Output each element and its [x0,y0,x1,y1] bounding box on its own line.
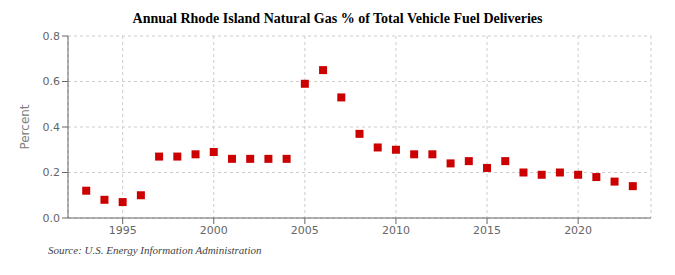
svg-text:0.2: 0.2 [43,166,61,179]
html-text:Annual Rhode Island Natural Ga: Annual Rhode Island Natural Gas % of Tot… [132,11,543,26]
svg-text:0.4: 0.4 [43,121,61,134]
svg-text:2005: 2005 [291,224,319,237]
html-text:Source: U.S. Energy Informatio: Source: U.S. Energy Information Administ… [48,244,262,256]
svg-text:0.8: 0.8 [43,30,61,43]
svg-text:Percent: Percent [18,104,32,149]
svg-text:0.0: 0.0 [43,212,61,225]
svg-text:2010: 2010 [382,224,410,237]
svg-text:2015: 2015 [473,224,501,237]
svg-text:2000: 2000 [200,224,228,237]
svg-text:0.6: 0.6 [43,75,61,88]
svg-text:1995: 1995 [109,224,137,237]
svg-text:2020: 2020 [564,224,592,237]
